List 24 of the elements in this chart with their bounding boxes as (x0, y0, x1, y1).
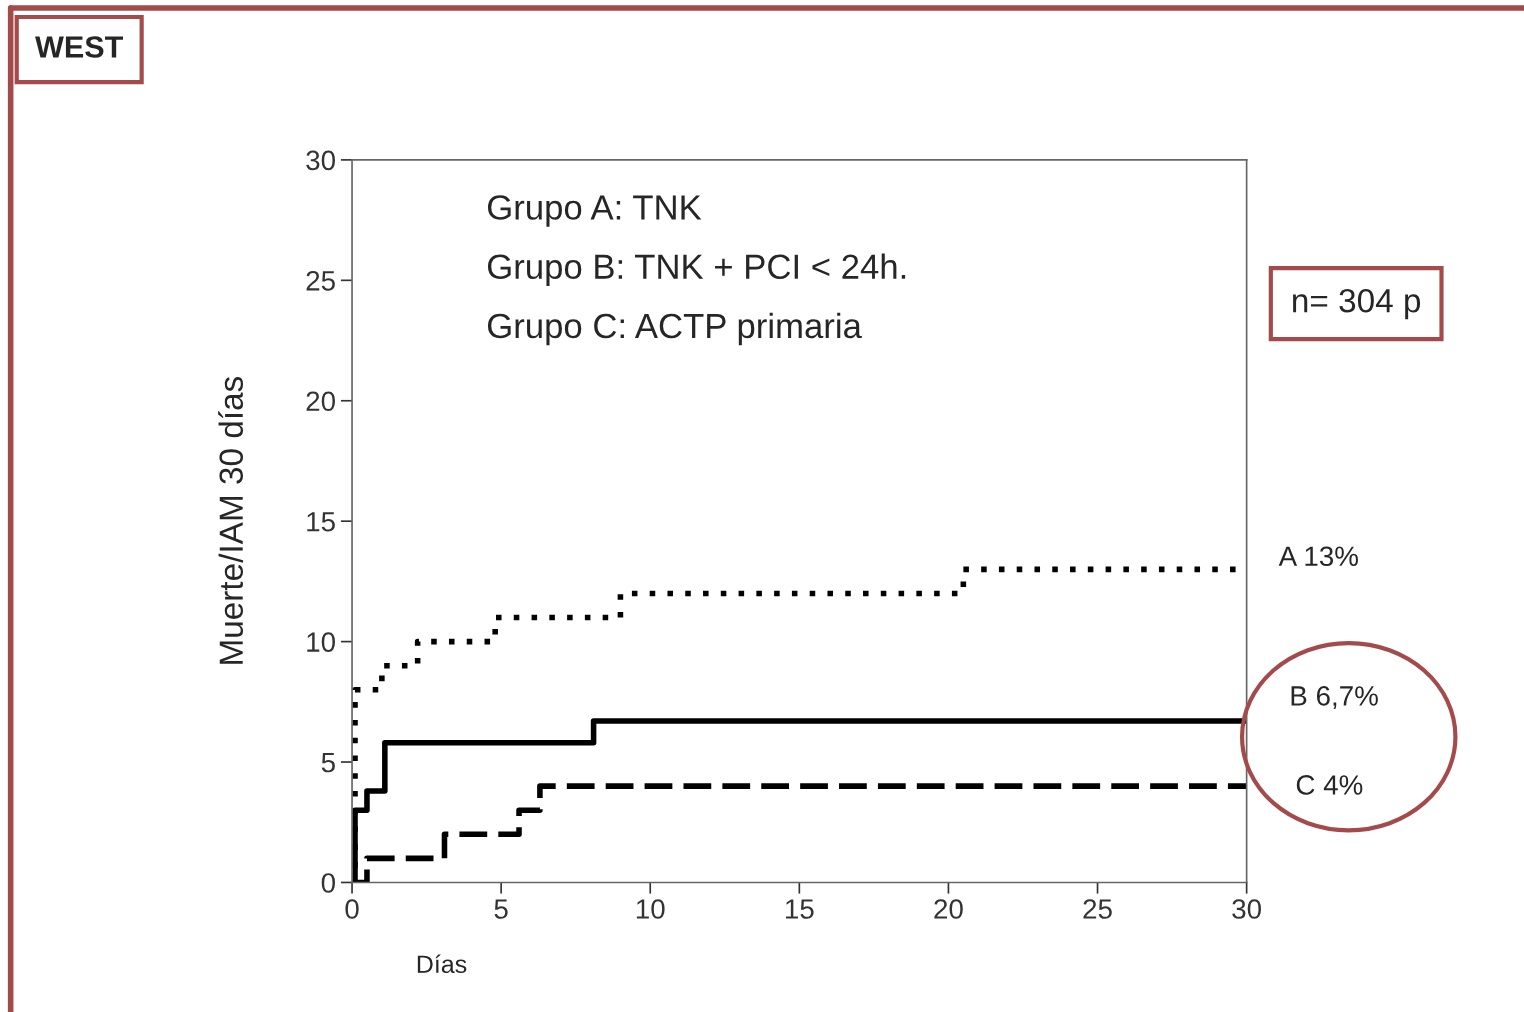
y-tick-label: 0 (321, 873, 335, 893)
x-tick-label: 5 (494, 899, 508, 919)
text: A 13% (1278, 546, 1358, 567)
y-tick-label: 15 (307, 512, 335, 532)
y-axis-title: Muerte/IAM 30 días (218, 376, 244, 664)
annotation: Grupo C: ACTP primaria (487, 312, 862, 346)
annotation: Grupo B: TNK + PCI < 24h. (487, 253, 906, 286)
x-tick-label: 20 (934, 899, 963, 919)
y-tick-label: 20 (306, 391, 335, 412)
y-tick-label: 30 (306, 150, 335, 171)
text: B 6,7% (1291, 686, 1378, 710)
text: n= 304 p (1293, 288, 1421, 320)
x-tick-label: 0 (345, 899, 359, 919)
x-tick-label: 15 (786, 899, 814, 919)
text: WEST (35, 36, 123, 58)
x-tick-label: 10 (636, 899, 665, 919)
text: C 4% (1296, 775, 1363, 795)
x-axis-title: Días (417, 954, 467, 974)
annotation: Grupo A: TNK (487, 195, 702, 227)
x-tick-label: 25 (1083, 899, 1112, 919)
y-tick-label: 5 (321, 752, 335, 773)
x-tick-label: 30 (1232, 899, 1261, 919)
y-tick-label: 25 (306, 270, 335, 291)
y-tick-label: 10 (307, 632, 335, 652)
